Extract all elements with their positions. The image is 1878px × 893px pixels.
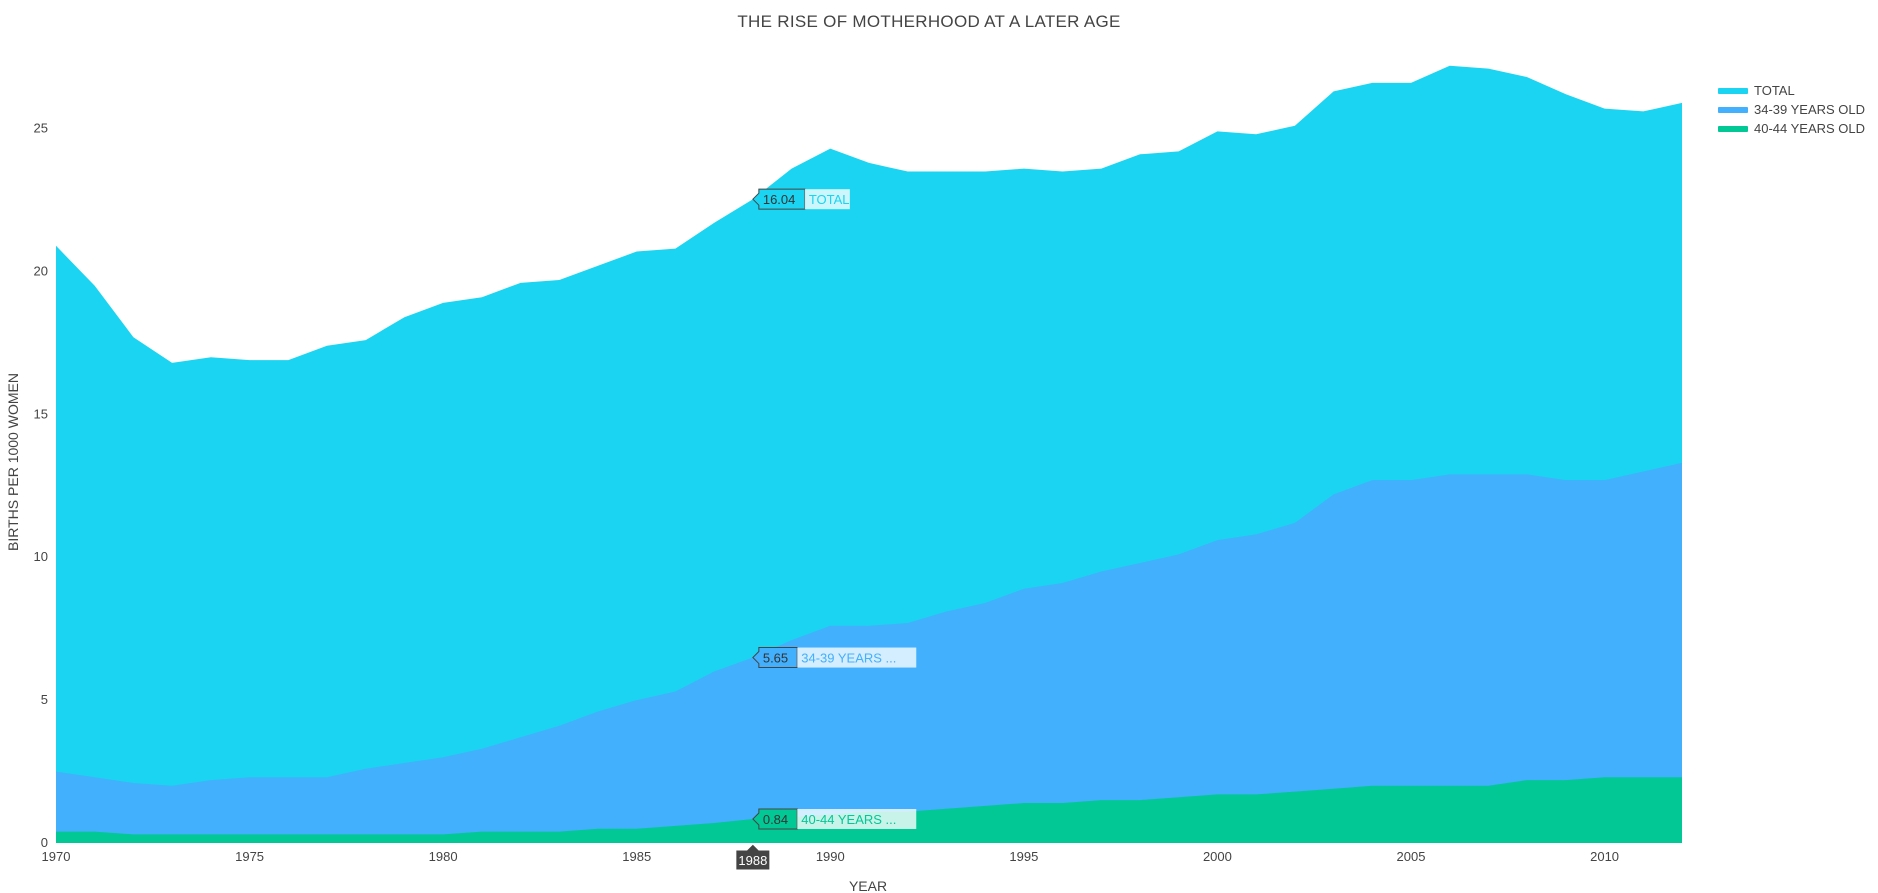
legend-label: TOTAL [1754,83,1795,98]
y-axis-ticks: 0 5 10 15 20 25 [34,121,48,850]
area-layers [56,65,1682,843]
hover-value-box [752,808,798,830]
year-badge-box [735,843,771,871]
hover-series-name: 40-44 YEARS ... [801,812,896,827]
hover-name-box [797,647,917,668]
y-tick-label: 15 [34,406,48,421]
hover-tooltips: 16.04 TOTAL 5.65 34-39 YEARS ... 0.84 40-44 Y… [735,188,917,871]
hover-name-box [804,189,850,210]
y-tick-label: 20 [34,263,48,278]
legend-item-40-44-years-old[interactable]: 40-44 YEARS OLD [1718,121,1865,136]
hover-value-box [752,647,798,669]
x-tick-label: 1975 [235,849,264,864]
y-tick-label: 25 [34,121,48,136]
x-tick-label: 2005 [1397,849,1426,864]
legend-label: 40-44 YEARS OLD [1754,121,1865,136]
area-40-44-years-old[interactable] [56,777,1682,843]
hover-series-name: TOTAL [809,192,850,207]
year-badge-text: 1988 [738,853,767,868]
hover-label-40-44-years-old: 0.84 40-44 YEARS ... [752,808,917,830]
x-axis-title: YEAR [849,878,887,893]
legend: TOTAL 34-39 YEARS OLD 40-44 YEARS OLD [1718,83,1865,136]
hover-year-badge: 1988 [735,843,771,871]
legend-swatch [1718,107,1748,113]
y-tick-label: 5 [41,692,48,707]
hover-series-name: 34-39 YEARS ... [801,651,896,666]
x-tick-label: 2010 [1590,849,1619,864]
hover-label-34-39-years-old: 5.65 34-39 YEARS ... [752,647,917,669]
x-tick-label: 1970 [42,849,71,864]
hover-value: 5.65 [763,651,788,666]
legend-item-total[interactable]: TOTAL [1718,83,1795,98]
x-tick-label: 2000 [1203,849,1232,864]
x-axis-ticks: 1970 1975 1980 1985 1990 1995 2000 2005 2010 [42,849,1619,864]
legend-item-34-39-years-old[interactable]: 34-39 YEARS OLD [1718,102,1865,117]
legend-label: 34-39 YEARS OLD [1754,102,1865,117]
x-tick-label: 1985 [622,849,651,864]
hover-value: 16.04 [763,192,796,207]
y-tick-label: 0 [41,835,48,850]
hover-value-box [752,188,806,210]
legend-swatch [1718,88,1748,94]
x-tick-label: 1995 [1009,849,1038,864]
hover-value: 0.84 [763,812,788,827]
x-tick-label: 1990 [816,849,845,864]
hover-label-total: 16.04 TOTAL [752,188,850,210]
y-tick-label: 10 [34,549,48,564]
hover-name-box [797,808,917,829]
chart-title: THE RISE OF MOTHERHOOD AT A LATER AGE [737,12,1120,31]
y-axis-title: BIRTHS PER 1000 WOMEN [5,373,21,551]
x-tick-label: 1980 [429,849,458,864]
legend-swatch [1718,126,1748,132]
